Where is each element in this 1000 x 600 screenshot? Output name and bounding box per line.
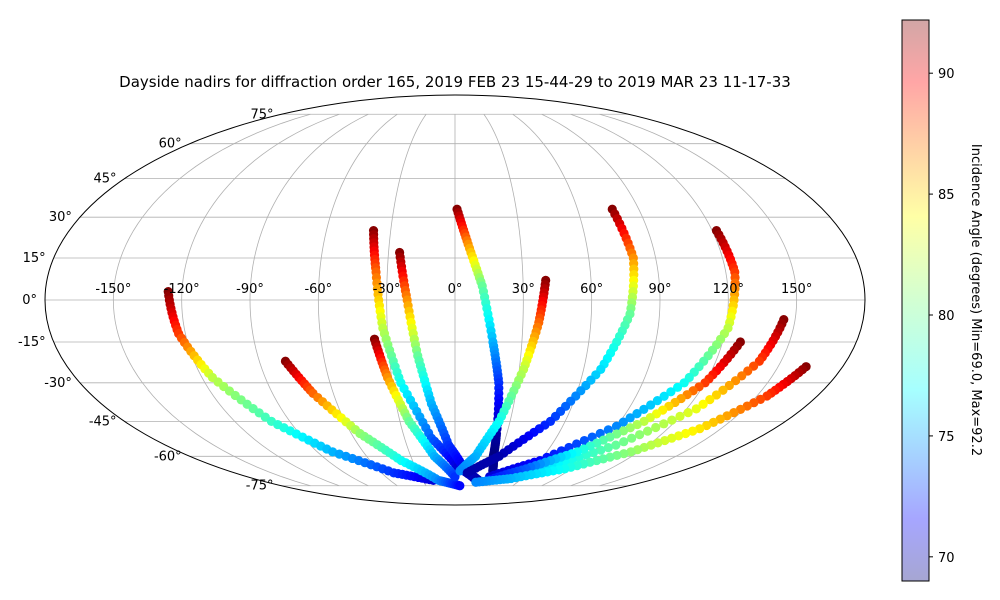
- track-point: [724, 380, 734, 391]
- track-point: [708, 417, 719, 427]
- lat-tick-label: 60°: [159, 137, 182, 152]
- colorbar-frame: [901, 19, 930, 582]
- track-point: [715, 414, 725, 424]
- colorbar-tick-label: 80: [938, 309, 955, 324]
- track-point: [646, 400, 656, 410]
- track-point: [674, 431, 684, 441]
- track-point: [711, 390, 722, 400]
- track-point: [635, 430, 645, 440]
- colorbar-tick-label: 90: [938, 67, 955, 82]
- track-point: [659, 391, 669, 401]
- track-point: [652, 396, 663, 406]
- track-series: [395, 247, 484, 486]
- track-point: [679, 378, 689, 388]
- track-point: [462, 468, 472, 478]
- track-point: [611, 421, 622, 431]
- track-point: [701, 420, 712, 431]
- track-point: [612, 450, 622, 461]
- track-point: [455, 466, 465, 476]
- track-point: [718, 385, 728, 395]
- track-point: [619, 437, 629, 447]
- chart-title: Dayside nadirs for diffraction order 165…: [119, 73, 791, 91]
- colorbar-gradient: [902, 20, 929, 581]
- track-series: [455, 275, 551, 476]
- track-point: [627, 433, 637, 443]
- track-point: [596, 445, 606, 455]
- track-point: [695, 424, 705, 434]
- lon-tick-label: 150°: [781, 282, 812, 297]
- track-series: [369, 334, 460, 482]
- track-point: [639, 416, 649, 426]
- track-point: [455, 481, 465, 491]
- colorbar-label: Incidence Angle (degrees) Min=69.0, Max=…: [968, 144, 983, 456]
- lat-tick-label: -45°: [89, 414, 117, 429]
- track-point: [730, 376, 741, 386]
- lon-tick-label: -60°: [304, 282, 332, 297]
- track-point: [626, 447, 636, 457]
- track-point: [667, 433, 677, 443]
- track-point: [683, 408, 693, 418]
- colorbar-tick-label: 75: [938, 430, 955, 445]
- track-point: [691, 404, 701, 414]
- colorbar-tick-label: 85: [938, 188, 955, 203]
- track-point: [659, 419, 669, 429]
- track-point: [618, 417, 628, 427]
- lon-tick-label: -150°: [95, 282, 131, 297]
- lat-tick-label: -15°: [18, 335, 46, 350]
- latitude-labels: 75° 60° 45° 30° 15° 0° -15° -30° -45° -60° -75°: [18, 107, 274, 493]
- track-point: [632, 409, 642, 419]
- track-point: [698, 399, 708, 409]
- track-point: [688, 426, 698, 436]
- track-point: [639, 404, 649, 414]
- lon-tick-label: 120°: [713, 282, 744, 297]
- lon-tick-label: -90°: [236, 282, 264, 297]
- track-series: [280, 356, 465, 491]
- longitude-labels: -150° -120° -90° -60° -30° 0° 30° 60° 90° 120° 150…: [95, 282, 812, 297]
- track-point: [681, 428, 691, 439]
- track-series: [368, 226, 482, 486]
- lon-tick-label: 0°: [448, 282, 463, 297]
- lat-tick-label: -30°: [44, 376, 72, 391]
- track-point: [619, 449, 629, 459]
- track-series: [452, 204, 504, 476]
- track-point: [666, 387, 676, 397]
- track-series: [462, 204, 639, 478]
- nadir-tracks: [163, 204, 811, 491]
- track-point: [603, 425, 613, 435]
- lon-tick-label: -30°: [373, 282, 401, 297]
- lat-tick-label: 45°: [94, 172, 117, 187]
- lat-tick-label: -60°: [154, 449, 182, 464]
- track-point: [632, 419, 642, 430]
- track-point: [603, 443, 613, 453]
- lat-tick-label: 0°: [22, 293, 37, 308]
- track-point: [675, 411, 685, 422]
- track-point: [625, 413, 635, 423]
- track-point: [672, 382, 683, 392]
- track-point: [579, 435, 589, 446]
- lat-tick-label: 15°: [23, 251, 46, 266]
- map-outline: [44, 94, 866, 506]
- lon-tick-label: 30°: [512, 282, 535, 297]
- lat-tick-label: 75°: [250, 107, 273, 122]
- colorbar: 70 75 80 85 90 Incidence Angle (degrees) Min…: [901, 19, 983, 582]
- colorbar-ticks: 70 75 80 85 90: [929, 67, 955, 566]
- track-point: [651, 422, 661, 433]
- track-point: [705, 395, 715, 405]
- colorbar-tick-label: 70: [938, 551, 955, 566]
- track-point: [643, 426, 653, 436]
- lat-tick-label: -75°: [246, 479, 274, 494]
- track-series: [471, 362, 811, 487]
- track-point: [571, 439, 582, 449]
- track-point: [667, 415, 677, 425]
- lon-tick-label: -120°: [164, 282, 200, 297]
- track-point: [471, 477, 481, 487]
- lat-tick-label: 30°: [49, 210, 72, 225]
- map-projection: -150° -120° -90° -60° -30° 0° 30° 60° 90° 120° 150…: [18, 94, 866, 506]
- lon-tick-label: 90°: [648, 282, 671, 297]
- track-point: [611, 440, 621, 450]
- lon-tick-label: 60°: [580, 282, 603, 297]
- graticule: [45, 113, 865, 487]
